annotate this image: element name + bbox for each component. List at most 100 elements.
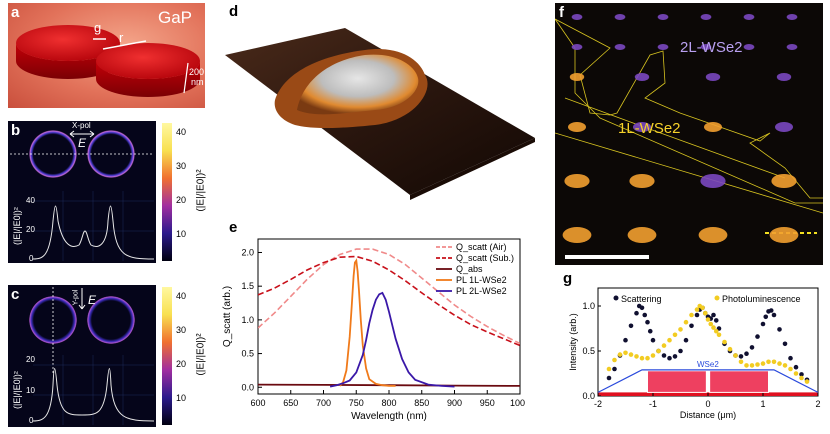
pl-spot xyxy=(657,44,669,50)
e-xtick-label: 800 xyxy=(381,398,396,408)
g-point-0 xyxy=(642,312,648,318)
g-point-1 xyxy=(672,332,678,338)
g-point-1 xyxy=(777,361,782,366)
pl-spot xyxy=(634,73,650,81)
g-point-0 xyxy=(647,328,653,334)
g-point-0 xyxy=(661,353,667,358)
ylabel-b: (|E|/|E0|)² xyxy=(12,207,22,245)
pl-spot xyxy=(743,14,755,20)
pl-spot xyxy=(568,122,586,132)
g-ylabel: Intensity (arb.) xyxy=(568,313,578,371)
e-xtick-label: 900 xyxy=(447,398,462,408)
g-point-1 xyxy=(667,337,672,343)
disk-dimer-illustration xyxy=(16,25,200,97)
colorbar-b-ticks: 40 30 20 10 xyxy=(176,123,196,261)
height-scale-value: 200 xyxy=(189,67,205,77)
e-ytick-label: 2.0 xyxy=(241,247,254,257)
pl-spot xyxy=(562,227,592,243)
e-legend-label-3: PL 1L-WSe2 xyxy=(456,275,507,285)
cb-c-tick-40: 40 xyxy=(176,291,187,301)
g-point-1 xyxy=(727,346,733,352)
e-legend-label-1: Q_scatt (Sub.) xyxy=(456,253,514,263)
g-point-1 xyxy=(716,332,722,338)
e-xlabel: Wavelength (nm) xyxy=(351,411,427,422)
panel-e-letter: e xyxy=(229,219,238,236)
g-point-0 xyxy=(628,323,634,329)
g-point-1 xyxy=(788,366,793,372)
tick-b-0: 0 xyxy=(29,254,34,263)
g-point-1 xyxy=(678,327,683,332)
pol-label-b: X-pol xyxy=(72,121,91,130)
colorbar-c-ticks: 40 30 20 10 xyxy=(176,287,196,425)
g-point-0 xyxy=(672,354,678,359)
pl-spot xyxy=(775,122,793,132)
g-point-0 xyxy=(788,355,793,361)
g-point-0 xyxy=(777,327,782,332)
pl-spot xyxy=(657,14,669,20)
g-point-0 xyxy=(650,337,656,343)
pl-spot xyxy=(633,122,651,132)
g-point-0 xyxy=(645,319,650,325)
pl-spot xyxy=(614,14,626,20)
colorbar-b xyxy=(162,123,172,261)
g-legend-scatter: Scattering xyxy=(621,294,662,304)
tick-b-20: 20 xyxy=(26,225,35,234)
pl-spot xyxy=(629,174,655,188)
g-point-0 xyxy=(763,314,769,320)
pl-spot xyxy=(705,73,721,81)
pl-spot xyxy=(704,122,722,132)
panel-g-letter: g xyxy=(563,270,573,287)
g-point-0 xyxy=(606,375,612,381)
pl-spot xyxy=(700,174,726,188)
g-point-1 xyxy=(744,363,749,368)
g-point-1 xyxy=(804,379,810,384)
g-point-1 xyxy=(749,363,755,368)
e-xtick-label: 600 xyxy=(250,398,265,408)
panel-c: c Y-pol E (|E|/|E0|)² 20 10 0 xyxy=(8,285,156,427)
g-point-1 xyxy=(650,353,656,358)
e-ytick-label: 0.5 xyxy=(241,349,254,359)
g-point-0 xyxy=(771,312,777,318)
pl-spot xyxy=(571,14,583,20)
pl-spot xyxy=(700,44,712,50)
pl-spot xyxy=(614,44,626,50)
e-xtick-label: 750 xyxy=(349,398,364,408)
pl-spot xyxy=(786,44,798,50)
pl-spot xyxy=(564,174,590,188)
g-point-1 xyxy=(606,366,612,372)
e-xtick-label: 700 xyxy=(316,398,331,408)
g-point-0 xyxy=(678,348,683,354)
g-point-1 xyxy=(656,348,661,354)
g-xtick-label: 0 xyxy=(705,399,710,409)
e-ytick-label: 0.0 xyxy=(241,382,254,392)
panel-a-letter: a xyxy=(11,4,20,21)
g-ytick-label: 0.0 xyxy=(582,391,595,401)
g-point-1 xyxy=(700,305,705,311)
g-point-1 xyxy=(645,355,650,361)
g-point-1 xyxy=(766,359,771,365)
pl-spot xyxy=(776,73,792,81)
panel-f-letter: f xyxy=(559,4,564,21)
e-legend-label-4: PL 2L-WSe2 xyxy=(456,286,507,296)
e-xtick-label: 950 xyxy=(480,398,495,408)
e-ytick-label: 1.5 xyxy=(241,281,254,291)
pl-spot xyxy=(700,14,712,20)
g-point-1 xyxy=(623,350,628,356)
g-point-1 xyxy=(793,371,799,376)
e-ytick-label: 1.0 xyxy=(241,315,254,325)
g-legend-marker-scatter xyxy=(613,295,619,301)
g-point-1 xyxy=(738,359,744,365)
cb-c-tick-10: 10 xyxy=(176,393,187,403)
field-profile-c xyxy=(32,368,155,422)
e-xtick-label: 650 xyxy=(283,398,298,408)
g-point-1 xyxy=(760,361,766,366)
g-point-1 xyxy=(771,359,777,365)
g-point-0 xyxy=(744,351,749,356)
e-series-line-4 xyxy=(329,291,455,388)
e-series-line-0 xyxy=(258,248,520,345)
g-point-1 xyxy=(694,307,700,312)
field-label-b: E xyxy=(78,136,87,150)
g-point-1 xyxy=(755,362,760,367)
colorbar-c-label: (|E|/|E0|)² xyxy=(195,333,207,376)
panel-d-letter: d xyxy=(229,3,239,20)
